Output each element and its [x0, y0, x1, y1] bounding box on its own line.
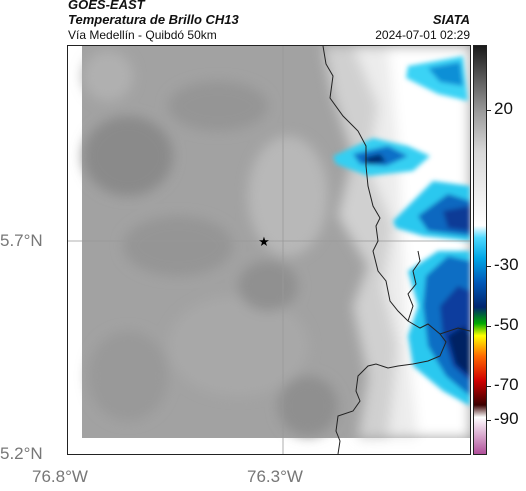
- cold-clouds: [333, 56, 470, 406]
- x-tick-label: 76.8°W: [32, 467, 88, 486]
- colorbar-label: -30: [494, 255, 519, 274]
- lat-lon-grid: [68, 46, 470, 454]
- colorbar-tick: [487, 266, 491, 267]
- colorbar-tick: [487, 326, 491, 327]
- colorbar-label: -90: [494, 409, 519, 428]
- x-tick-label: 76.3°W: [247, 467, 303, 486]
- y-tick-label: 5.7°N: [0, 231, 43, 250]
- colorbar: [473, 45, 487, 455]
- colorbar-tick: [487, 386, 491, 387]
- product-title: Temperatura de Brillo CH13: [68, 12, 239, 27]
- gray-field: [82, 46, 470, 438]
- datetime-label: 2024-07-01 02:29: [375, 28, 470, 42]
- route-subtitle: Vía Medellín - Quibdó 50km: [68, 28, 217, 42]
- map-canvas: ★: [68, 46, 470, 454]
- star-icon: ★: [258, 235, 270, 250]
- colorbar-label: -50: [494, 315, 519, 334]
- brand-label: SIATA: [432, 12, 470, 27]
- colorbar-tick: [487, 110, 491, 111]
- colorbar-label: -70: [494, 375, 519, 394]
- boundary-lines: [322, 46, 470, 454]
- colorbar-label: 20: [494, 99, 513, 118]
- y-tick-label: 5.2°N: [0, 444, 43, 463]
- satellite-title: GOES-EAST: [68, 0, 145, 12]
- map-panel[interactable]: ★: [67, 45, 471, 455]
- colorbar-tick: [487, 420, 491, 421]
